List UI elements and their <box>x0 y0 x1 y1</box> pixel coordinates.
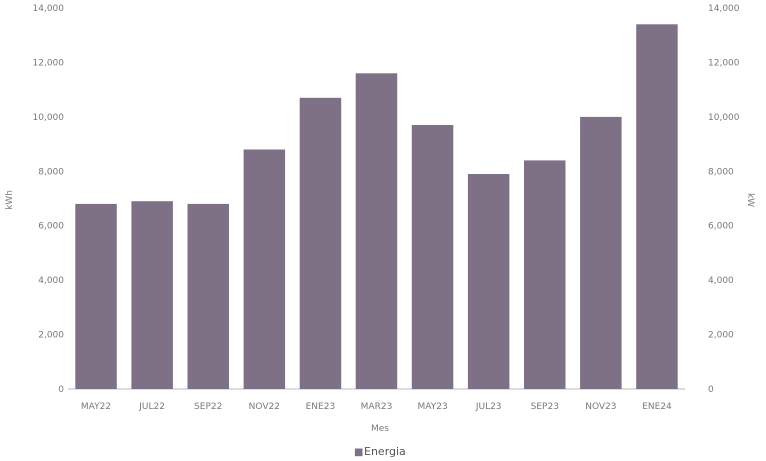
x-tick-label: ENE23 <box>306 402 336 412</box>
y-axis-title: kWh <box>5 190 15 210</box>
bar-may22 <box>75 203 117 389</box>
bar-ene24 <box>636 24 678 390</box>
legend-marker: ■ <box>354 447 363 458</box>
y2-tick-label: 12,000 <box>708 58 740 68</box>
right-y-axis-ticks: 0 2,000 4,000 6,000 8,000 10,000 12,000 14,000 <box>708 4 740 395</box>
y-tick-label: 6,000 <box>38 222 64 232</box>
x-tick-label: NOV22 <box>249 402 280 412</box>
y2-tick-label: 4,000 <box>708 276 734 286</box>
y2-tick-label: 8,000 <box>708 167 734 177</box>
bar-nov22 <box>243 149 286 389</box>
y-tick-label: 4,000 <box>38 276 64 286</box>
bar-sep23 <box>524 160 566 389</box>
y-tick-label: 14,000 <box>33 4 65 14</box>
bar-jul22 <box>131 201 173 389</box>
y-tick-label: 12,000 <box>33 58 65 68</box>
x-tick-label: JUL22 <box>138 402 165 412</box>
x-tick-label: SEP23 <box>531 402 559 412</box>
legend: ■ Energia <box>354 445 406 458</box>
bar-mar23 <box>355 73 398 390</box>
bar-sep22 <box>187 203 229 389</box>
x-axis-ticks: MAY22 JUL22 SEP22 NOV22 ENE23 MAR23 MAY23 JUL23… <box>81 402 672 412</box>
x-tick-label: MAY23 <box>418 402 448 412</box>
bar-nov23 <box>580 116 622 390</box>
x-tick-label: MAY22 <box>81 402 111 412</box>
left-y-axis-ticks: 0 2,000 4,000 6,000 8,000 10,000 12,000 14,000 <box>33 4 65 395</box>
x-tick-label: MAR23 <box>361 402 393 412</box>
y2-tick-label: 10,000 <box>708 113 740 123</box>
legend-label: Energia <box>364 445 406 458</box>
bars-group <box>75 24 678 390</box>
x-tick-label: SEP22 <box>194 402 222 412</box>
y-tick-label: 8,000 <box>38 167 64 177</box>
x-axis-title: Mes <box>371 424 389 434</box>
y2-tick-label: 0 <box>708 385 714 395</box>
y-tick-label: 0 <box>58 385 64 395</box>
x-tick-label: NOV23 <box>585 402 616 412</box>
right-y-axis-title: kW <box>745 193 755 207</box>
bar-jul23 <box>467 174 510 389</box>
y2-tick-label: 6,000 <box>708 222 734 232</box>
y2-tick-label: 2,000 <box>708 331 734 341</box>
y2-tick-label: 14,000 <box>708 4 740 14</box>
bar-may23 <box>411 125 454 389</box>
x-tick-label: JUL23 <box>475 402 502 412</box>
x-tick-label: ENE24 <box>642 402 672 412</box>
y-tick-label: 2,000 <box>38 331 64 341</box>
y-tick-label: 10,000 <box>33 113 65 123</box>
bar-ene23 <box>299 97 342 390</box>
